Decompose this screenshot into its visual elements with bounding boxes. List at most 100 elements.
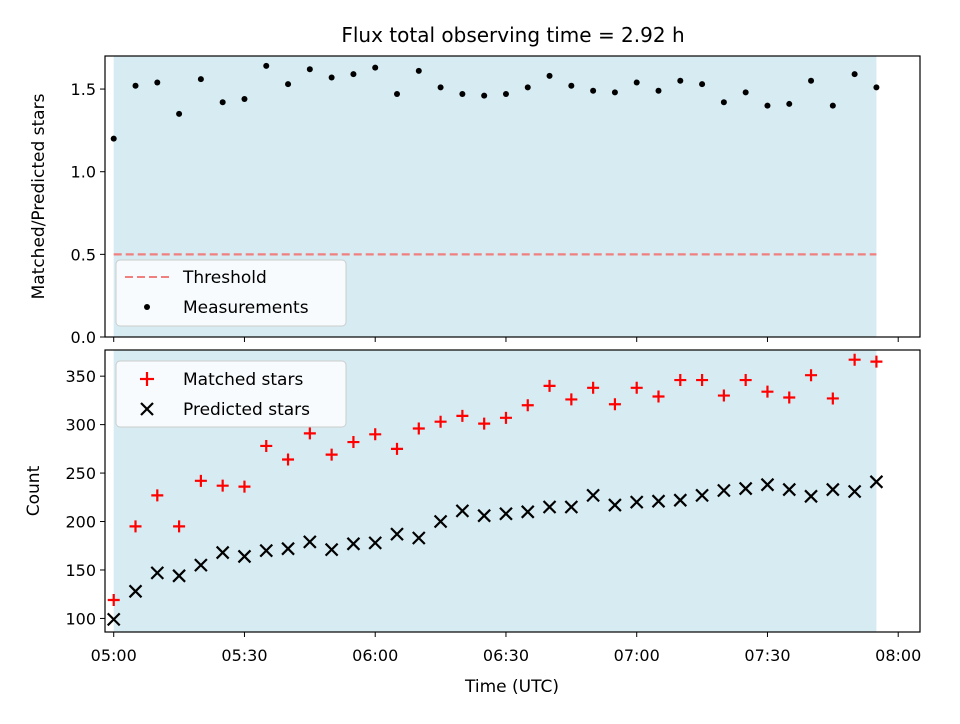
predicted-star-point <box>281 541 295 556</box>
predicted-star-point <box>499 506 513 521</box>
matched-star-point <box>173 520 186 533</box>
bottom-legend-box <box>115 360 347 428</box>
predicted-star-point <box>673 493 688 507</box>
matched-star-point <box>129 520 142 533</box>
matched-star-point <box>282 453 295 466</box>
predicted-star-point <box>150 566 165 580</box>
top-ytick-label: 1.5 <box>71 80 96 99</box>
measurement-point <box>110 135 117 142</box>
top-ylabel: Matched/Predicted stars <box>29 93 49 299</box>
matched-star-point <box>456 409 469 422</box>
matched-star-point <box>761 385 774 398</box>
matched-star-point <box>565 393 578 406</box>
matched-star-point <box>107 594 120 607</box>
predicted-star-point <box>128 584 143 599</box>
matched-star-point <box>805 369 818 382</box>
bottom-xlabel: Time (UTC) <box>464 677 559 697</box>
measurement-point <box>786 100 793 107</box>
measurement-point <box>808 77 815 84</box>
bottom-ylabel: Count <box>24 465 44 516</box>
matched-star-point <box>260 439 273 452</box>
predicted-star-point <box>847 484 862 499</box>
predicted-star-point <box>629 495 644 509</box>
predicted-star-point <box>303 535 317 549</box>
predicted-star-point <box>760 477 775 492</box>
matched-star-point <box>238 480 251 493</box>
predicted-star-point <box>738 481 753 496</box>
bottom-xtick-label: 06:00 <box>352 646 398 665</box>
predicted-star-point <box>433 514 448 529</box>
predicted-star-point <box>826 482 840 497</box>
predicted-star-point <box>390 527 404 541</box>
predicted-star-point <box>172 569 186 583</box>
measurement-point <box>285 81 292 88</box>
matched-star-point <box>347 436 360 449</box>
predicted-star-point <box>324 542 339 557</box>
measurement-point <box>611 89 618 96</box>
predicted-star-point <box>259 543 274 558</box>
bottom-ytick-label: 150 <box>65 561 96 580</box>
matched-star-point <box>499 411 512 424</box>
predicted-star-point <box>346 537 361 551</box>
bottom-ytick-label: 200 <box>65 513 96 532</box>
predicted-star-point <box>586 488 600 503</box>
matched-star-point <box>652 390 665 403</box>
matched-star-point <box>216 479 229 492</box>
measurement-point <box>350 71 357 78</box>
matched-star-point <box>412 422 425 435</box>
predicted-star-point <box>477 508 491 523</box>
legend-measurements-swatch <box>144 304 150 310</box>
matched-star-point <box>630 381 643 394</box>
legend-matched-label: Matched stars <box>183 370 303 390</box>
top-axes-frame <box>104 55 921 338</box>
matched-star-point <box>478 417 491 430</box>
matched-star-point <box>587 381 600 394</box>
matched-star-point <box>783 391 796 404</box>
measurement-point <box>459 91 466 98</box>
bottom-xtick-label: 06:30 <box>483 646 529 665</box>
legend-predicted-swatch <box>140 402 154 416</box>
predicted-star-point <box>194 558 208 572</box>
measurement-point <box>633 79 640 86</box>
predicted-star-point <box>608 498 622 512</box>
matched-star-point <box>848 353 861 366</box>
bottom-panel: 100 150 200 250 300 350 05:00 05:30 06:00 06:30 07… <box>24 349 921 697</box>
top-ytick-label: 1.0 <box>71 163 96 182</box>
top-panel: 0.0 0.5 1.0 1.5 Matched/Predicted stars Thr… <box>29 55 921 347</box>
matched-star-point <box>608 398 621 411</box>
predicted-star-point <box>237 549 252 564</box>
measurement-point <box>524 84 531 91</box>
measurement-point <box>328 74 335 81</box>
predicted-star-point <box>564 500 579 514</box>
predicted-star-point <box>215 545 230 560</box>
top-ytick-label: 0.5 <box>71 245 96 264</box>
matched-star-point <box>739 374 752 387</box>
measurement-point <box>306 66 313 73</box>
matched-star-point <box>674 374 687 387</box>
bottom-xtick-label: 08:00 <box>875 646 921 665</box>
measurement-point <box>263 62 270 69</box>
predicted-star-point <box>368 536 382 550</box>
bottom-ytick-label: 350 <box>65 367 96 386</box>
top-legend: Threshold Measurements <box>115 259 347 327</box>
measurement-point <box>415 67 422 74</box>
predicted-star-point <box>695 488 709 503</box>
measurement-point <box>176 110 183 117</box>
measurement-point <box>372 64 379 71</box>
measurement-point <box>764 102 771 109</box>
bottom-xtick-label: 05:00 <box>91 646 137 665</box>
measurement-point <box>742 89 749 96</box>
measurement-point <box>873 84 880 91</box>
measurement-point <box>132 82 139 89</box>
legend-measurements-label: Measurements <box>183 298 309 318</box>
bottom-legend: Matched stars Predicted stars <box>115 360 347 428</box>
legend-matched-swatch <box>140 372 154 386</box>
matched-star-point <box>826 392 839 405</box>
measurement-point <box>481 92 488 99</box>
matched-star-point <box>434 415 447 428</box>
predicted-star-point <box>651 494 666 508</box>
predicted-star-point <box>542 500 557 514</box>
bottom-ytick-label: 100 <box>65 609 96 628</box>
measurement-point <box>568 82 575 89</box>
